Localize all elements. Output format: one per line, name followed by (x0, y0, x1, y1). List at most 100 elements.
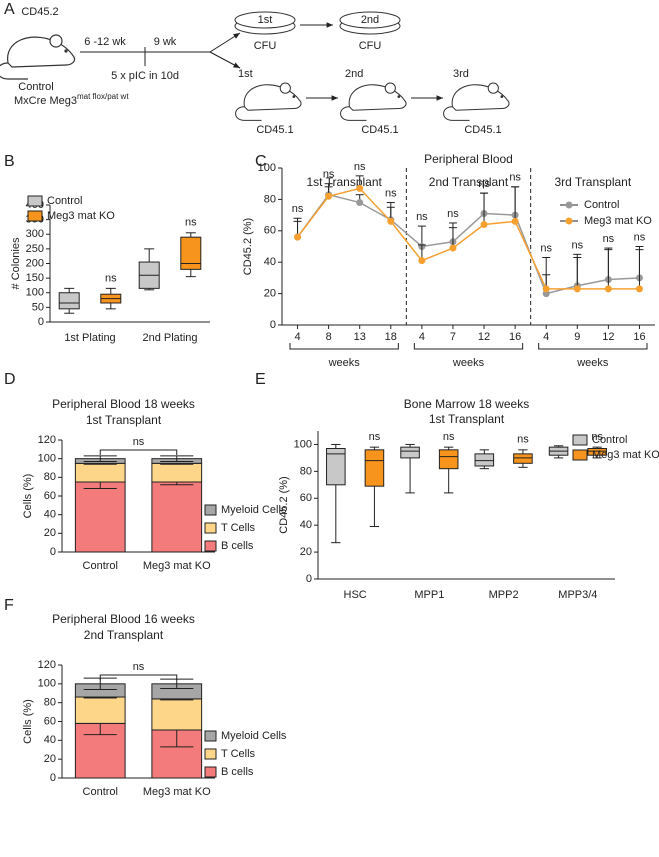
y-tick-label: 100 (294, 438, 312, 450)
plating-label: 2nd (361, 14, 379, 26)
panel-letter: F (4, 597, 14, 614)
significance: ns (369, 431, 381, 443)
y-tick-label: 60 (44, 715, 56, 727)
significance-bracket (99, 449, 178, 455)
bar-segment (74, 462, 126, 483)
y-tick-label: 100 (258, 162, 276, 174)
x-tick-label: 2nd Plating (142, 332, 197, 344)
y-tick-label: 60 (44, 490, 56, 502)
legend-swatch (204, 522, 217, 534)
mouse-eye (292, 95, 296, 98)
x-tick-label: 13 (354, 331, 366, 343)
transplant-label: 2nd (345, 68, 363, 80)
treatment-label: 5 x pIC in 10d (111, 70, 179, 82)
legend-marker (565, 217, 573, 225)
y-tick-label: 80 (300, 465, 312, 477)
series-line (296, 193, 640, 295)
point (542, 285, 550, 293)
point (325, 192, 333, 200)
chart-subtitle: 2nd Transplant (84, 628, 164, 642)
legend-label: T Cells (221, 748, 256, 760)
x-tick-label: MPP3/4 (558, 589, 597, 601)
mouse-ear (487, 82, 499, 94)
chart-title: Peripheral Blood (424, 152, 513, 166)
box (438, 449, 459, 470)
significance: ns (634, 231, 646, 243)
x-tick-label: 16 (509, 331, 521, 343)
y-tick-label: 80 (264, 193, 276, 205)
significance: ns (447, 208, 459, 220)
recipient-label: CD45.1 (361, 124, 398, 136)
legend-swatch (204, 730, 217, 742)
y-tick-label: 250 (26, 243, 44, 255)
box (364, 449, 385, 487)
arrow-head (233, 62, 240, 68)
significance: ns (185, 217, 197, 229)
x-tick-label: 8 (326, 331, 332, 343)
point (449, 244, 457, 252)
legend-swatch (572, 449, 588, 461)
x-tick-label: 4 (419, 331, 425, 343)
legend-swatch (204, 504, 217, 516)
x-tick-label: 4 (543, 331, 549, 343)
x-tick-label: 1st Plating (64, 332, 115, 344)
significance: ns (385, 187, 397, 199)
y-tick-label: 150 (26, 272, 44, 284)
arrow-head (233, 33, 240, 39)
significance: ns (591, 431, 603, 443)
y-tick-label: 20 (44, 753, 56, 765)
y-tick-label: 40 (44, 734, 56, 746)
y-tick-label: 40 (264, 256, 276, 268)
cfu-label: CFU (359, 40, 382, 52)
y-axis-label: Cells (%) (22, 474, 34, 519)
x-bracket (538, 343, 648, 350)
transplant-label: 3rd (453, 68, 469, 80)
y-tick-label: 60 (300, 492, 312, 504)
x-tick-label: HSC (344, 589, 367, 601)
cfu-label: CFU (254, 40, 277, 52)
wait-label: 9 wk (154, 36, 177, 48)
bar-segment (74, 696, 126, 724)
point (635, 285, 643, 293)
y-tick-label: 50 (32, 301, 44, 313)
y-tick-label: 120 (38, 434, 56, 446)
legend-label: Myeloid Cells (221, 504, 287, 516)
y-tick-label: 40 (300, 519, 312, 531)
panel-letter: D (4, 371, 16, 388)
legend-swatch (27, 195, 43, 207)
legend-swatch (204, 540, 217, 552)
significance: ns (354, 161, 366, 173)
age-label: 6 -12 wk (84, 36, 126, 48)
y-tick-label: 0 (38, 316, 44, 328)
point (511, 217, 519, 225)
mouse-icon (443, 82, 510, 121)
recipient-label: CD45.1 (256, 124, 293, 136)
mouse-icon (0, 34, 76, 80)
section-title: 2nd Transplant (429, 175, 509, 189)
point (356, 184, 364, 192)
significance: ns (571, 239, 583, 251)
y-tick-label: 100 (38, 453, 56, 465)
x-axis-label: weeks (576, 357, 609, 369)
mouse-body (7, 36, 76, 68)
y-axis-label: CD45.2 (%) (242, 218, 254, 275)
mouse-eye (64, 49, 68, 53)
donor-label: CD45.2 (21, 6, 58, 18)
significance: ns (416, 211, 428, 223)
mouse-icon (340, 82, 407, 121)
point (418, 257, 426, 265)
box (474, 453, 495, 467)
arrow-head (331, 95, 338, 101)
legend-label: Control (584, 199, 619, 211)
legend-label: B cells (221, 540, 254, 552)
x-tick-label: 16 (633, 331, 645, 343)
y-tick-label: 120 (38, 659, 56, 671)
y-tick-label: 40 (44, 509, 56, 521)
point (356, 199, 364, 207)
legend-swatch (204, 748, 217, 760)
chart-title: Peripheral Blood 18 weeks (52, 397, 195, 411)
y-tick-label: 20 (44, 527, 56, 539)
point (387, 217, 395, 225)
x-tick-label: Meg3 mat KO (143, 560, 211, 572)
